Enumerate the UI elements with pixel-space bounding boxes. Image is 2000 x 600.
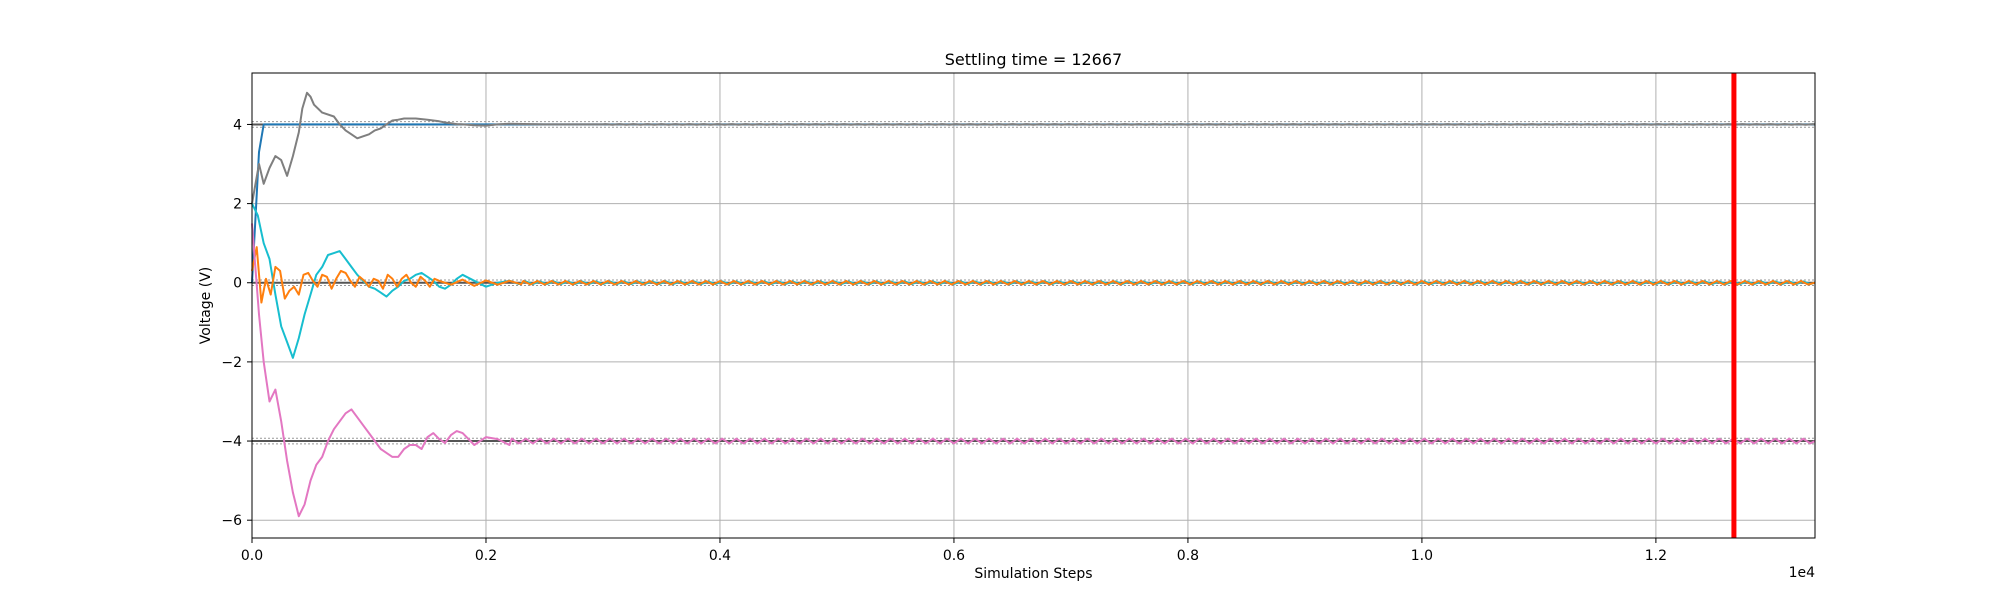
y-tick-label: 2 [233,197,242,213]
y-tick-label: 0 [233,276,242,292]
series-line [251,223,1816,518]
x-tick-label: 0.8 [1177,548,1199,564]
x-tick-label: 0.6 [943,548,965,564]
series-line [251,246,1816,304]
series-line [251,91,1816,204]
x-tick-label: 0.0 [241,548,263,564]
x-tick-label: 1.2 [1645,548,1667,564]
y-tick-label: −6 [221,513,242,529]
series-lines [251,91,1816,518]
plot-area-frame [251,72,1816,539]
y-tick-label: −2 [221,355,242,371]
ticks: 0.0 0.2 0.4 0.6 0.8 1.0 1.2 −6 −4 −2 0 2 4 [221,117,1667,564]
x-axis-offset-text: 1e4 [1789,565,1816,581]
y-tick-label: −4 [221,434,242,450]
x-axis-label: Simulation Steps [974,566,1092,582]
y-axis-label: Voltage (V) [198,267,214,344]
chart-title: Settling time = 12667 [945,50,1122,69]
x-tick-label: 0.4 [709,548,731,564]
x-tick-label: 1.0 [1411,548,1433,564]
x-tick-label: 0.2 [475,548,497,564]
y-tick-label: 4 [233,117,242,133]
